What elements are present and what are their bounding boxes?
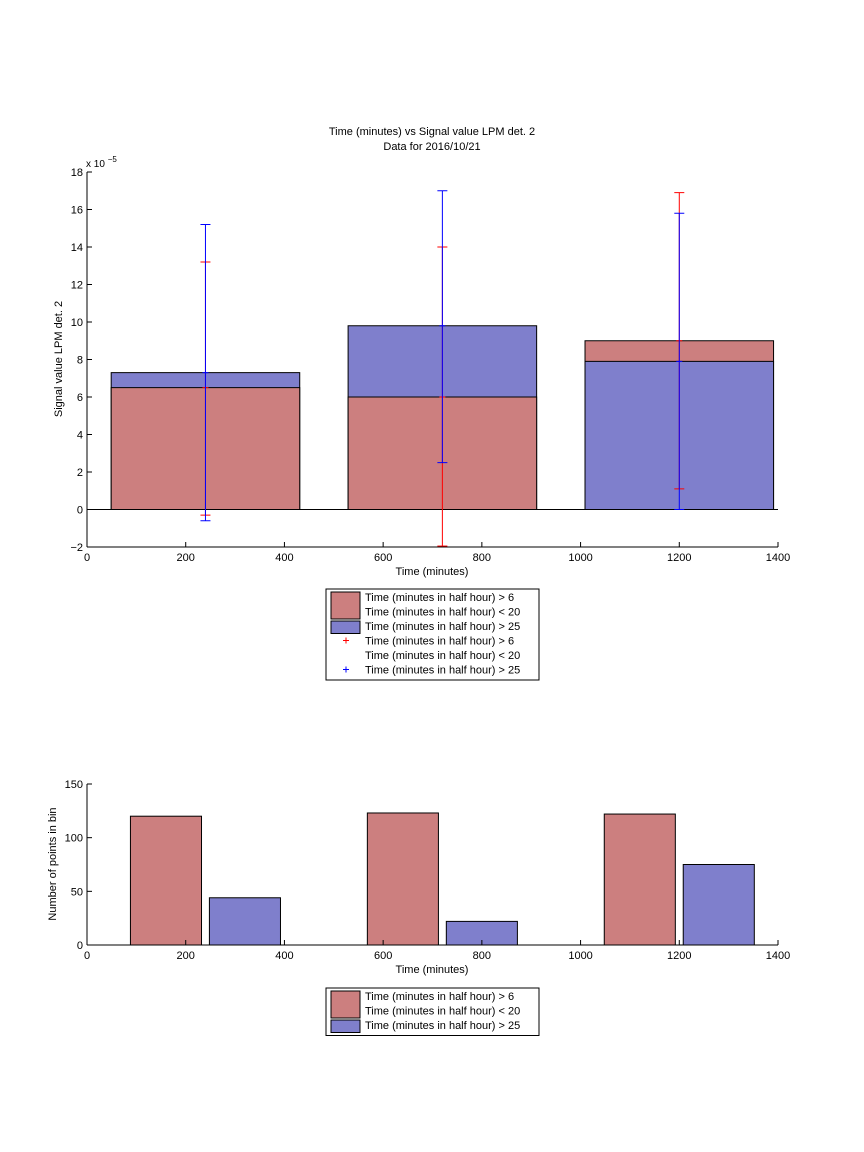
chart2-bar (366, 812, 439, 946)
chart2-x-tick-label: 600 (374, 950, 392, 962)
chart2-xlabel: Time (minutes) (396, 964, 469, 976)
chart1-x-tick-label: 1000 (568, 552, 592, 564)
chart1-legend-swatch (330, 591, 361, 620)
chart1-y-tick-label: −2 (70, 542, 83, 554)
chart2-x-tick-label: 1400 (766, 950, 790, 962)
chart1-x-tick-label: 200 (177, 552, 195, 564)
chart1-y-exponent: x 10 −5 (86, 155, 117, 170)
chart2-y-tick-label: 100 (65, 833, 83, 845)
chart1-y-tick-label: 18 (71, 167, 83, 179)
chart2-legend-label: Time (minutes in half hour) > 6 (365, 991, 514, 1003)
chart1-ylabel: Signal value LPM det. 2 (53, 301, 65, 417)
chart2-plot: 0 200 400 600 800 1000 1200 1400 0 50 100 150 (65, 779, 791, 962)
chart1-xlabel: Time (minutes) (396, 566, 469, 578)
chart1-subtitle: Data for 2016/10/21 (383, 141, 480, 153)
chart1-title: Time (minutes) vs Signal value LPM det. … (329, 126, 535, 138)
chart2-legend-label: Time (minutes in half hour) > 25 (365, 1020, 520, 1032)
chart2-x-tick-label: 800 (473, 950, 491, 962)
chart2-bar (682, 864, 755, 946)
chart2-x-tick-label: 200 (177, 950, 195, 962)
chart1-legend-label: Time (minutes in half hour) < 20 (365, 650, 520, 662)
chart2-legend-box (325, 987, 540, 1036)
chart2-x-tick-label: 400 (275, 950, 293, 962)
chart2-legend-swatch (330, 1019, 361, 1033)
chart2-x-tick-label: 1000 (568, 950, 592, 962)
chart1-legend-label: Time (minutes in half hour) > 25 (365, 665, 520, 677)
chart1-y-tick-label: 10 (71, 317, 83, 329)
chart1-y-tick-label: 8 (77, 355, 83, 367)
chart1-x-tick-label: 800 (473, 552, 491, 564)
chart1-x-tick-label: 0 (84, 552, 90, 564)
chart1-y-exponent-power: −5 (108, 155, 118, 164)
chart2-bar (129, 815, 203, 946)
chart2-y-tick-label: 0 (77, 940, 83, 952)
chart1-y-tick-label: 4 (77, 430, 83, 442)
chart2-legend-swatch (330, 990, 361, 1019)
chart1-plot: 0 200 400 600 800 1000 1200 1400−20246810121416… (70, 167, 790, 564)
chart1-x-tick-label: 1400 (766, 552, 790, 564)
chart1-x-tick-label: 1200 (667, 552, 691, 564)
chart1-legend: Time (minutes in half hour) > 6 Time (min… (325, 588, 540, 681)
chart2-ylabel: Number of points in bin (47, 807, 59, 920)
chart1-x-tick-label: 400 (275, 552, 293, 564)
chart1-x-tick-label: 600 (374, 552, 392, 564)
chart2-legend: Time (minutes in half hour) > 6 Time (min… (325, 987, 540, 1036)
chart2-bar (603, 813, 676, 946)
chart2-legend-label: Time (minutes in half hour) < 20 (365, 1006, 520, 1018)
chart1-legend-label: Time (minutes in half hour) > 6 (365, 592, 514, 604)
chart1-legend-label: Time (minutes in half hour) > 6 (365, 636, 514, 648)
chart2-y-tick-label: 50 (71, 886, 83, 898)
chart1-legend-label: Time (minutes in half hour) < 20 (365, 607, 520, 619)
chart2-x-tick-label: 0 (84, 950, 90, 962)
chart1-legend-box (325, 588, 540, 681)
chart1-y-tick-label: 16 (71, 205, 83, 217)
chart1-legend-label: Time (minutes in half hour) > 25 (365, 621, 520, 633)
chart1-y-tick-label: 0 (77, 505, 83, 517)
chart2-y-tick-label: 150 (65, 779, 83, 791)
chart1-y-tick-label: 12 (71, 280, 83, 292)
chart2-bar (208, 897, 281, 946)
chart1-y-tick-label: 6 (77, 392, 83, 404)
chart1-y-exponent-base: x 10 (86, 159, 105, 170)
chart1-y-tick-label: 2 (77, 467, 83, 479)
chart2-x-tick-label: 1200 (667, 950, 691, 962)
chart1-legend-swatch (330, 620, 361, 634)
chart1-y-tick-label: 14 (71, 242, 83, 254)
